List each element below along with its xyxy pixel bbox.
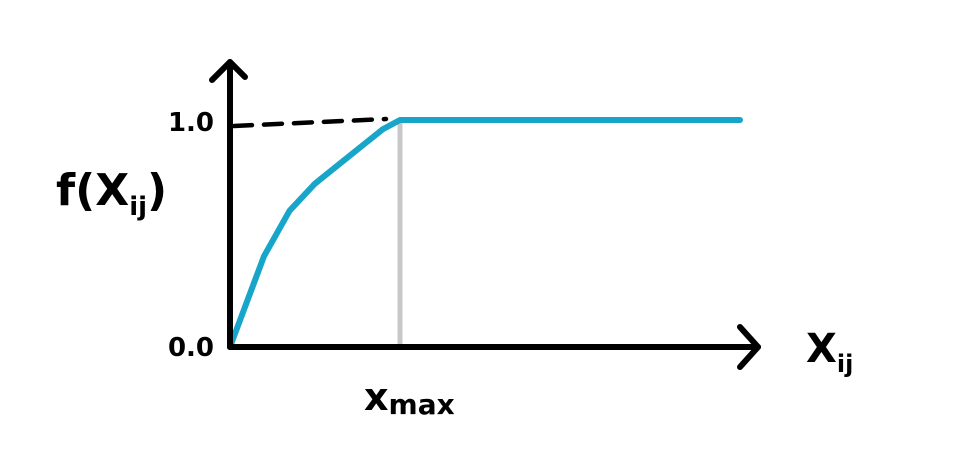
labels-layer: 0.0 1.0 f(Xij) Xij xmax	[56, 108, 853, 421]
y-axis-label-sub: ij	[129, 192, 147, 222]
guides-layer	[231, 116, 403, 347]
x-axis-label: Xij	[806, 326, 853, 378]
y-tick-label-0.0: 0.0	[168, 333, 214, 363]
y-one-guide-line	[231, 116, 389, 129]
y-tick-label-1.0: 1.0	[168, 108, 214, 138]
x-max-label-main: x	[364, 375, 389, 419]
axes-layer	[209, 59, 761, 370]
y-axis-arrow-icon	[209, 59, 248, 83]
y-axis-label-main: f(X	[56, 165, 129, 216]
x-max-label: xmax	[364, 375, 455, 421]
series-line-0	[227, 117, 743, 350]
x-axis-label-sub: ij	[837, 350, 853, 378]
x-axis-label-main: X	[806, 326, 837, 372]
y-axis-label: f(Xij)	[56, 165, 167, 222]
series-layer	[227, 117, 743, 350]
x-axis-arrow-icon	[737, 324, 761, 370]
y-axis-label-close: )	[147, 165, 167, 216]
x-max-label-sub: max	[389, 388, 455, 421]
